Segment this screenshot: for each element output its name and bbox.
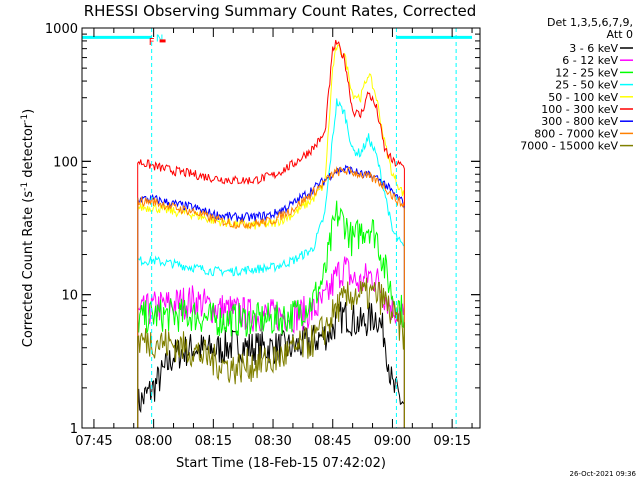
legend-label-7000-15000-kev: 7000 - 15000 keV (520, 140, 618, 153)
series-layer (137, 39, 405, 428)
series-line-800-7000-kev (137, 166, 405, 428)
legend-label-12-25-kev: 12 - 25 keV (555, 66, 618, 79)
x-tick-label: 09:15 (433, 434, 470, 449)
y-axis-label: Corrected Count Rate (s-1 detector-1) (20, 109, 36, 347)
series-line-25-50-kev (137, 98, 405, 428)
plot-frame (81, 27, 481, 429)
series-line-50-100-kev (137, 44, 405, 428)
y-tick-labels: 1 10 100 1000 (45, 22, 78, 437)
series-line-7000-15000-kev (137, 277, 405, 428)
series-line-6-12-kev (137, 256, 405, 428)
flag-label-n: N (156, 33, 163, 44)
series-line-12-25-kev (137, 200, 405, 428)
y-axis-label-end: ) (21, 109, 36, 114)
legend-label-50-100-kev: 50 - 100 keV (548, 91, 618, 104)
x-tick-label: 08:45 (314, 434, 351, 449)
x-tick-labels: 07:45 08:00 08:15 08:30 08:45 09:00 09:15 (75, 434, 471, 449)
y-axis-label-exp2: -1 (20, 114, 30, 123)
flag-layer: NF (82, 28, 473, 428)
series-line-100-300-kev (137, 39, 405, 428)
flag-label-f: F (149, 37, 155, 48)
timestamp: 26-Oct-2021 09:36 (570, 470, 637, 478)
x-tick-label: 08:15 (195, 434, 232, 449)
series-line-3-6-kev (137, 301, 405, 428)
legend-label-6-12-kev: 6 - 12 keV (562, 54, 618, 67)
y-tick-label: 100 (53, 155, 78, 170)
legend-label-100-300-kev: 100 - 300 keV (541, 103, 618, 116)
legend-header-line-1: Det 1,3,5,6,7,9, (547, 16, 633, 29)
ticks-layer (82, 27, 480, 429)
legend-label-25-50-kev: 25 - 50 keV (555, 79, 618, 92)
y-tick-label: 1000 (45, 22, 78, 37)
y-tick-label: 10 (61, 289, 78, 304)
y-tick-label: 1 (70, 422, 78, 437)
x-axis-label: Start Time (18-Feb-15 07:42:02) (176, 456, 386, 471)
x-tick-label: 09:00 (374, 434, 411, 449)
y-axis-label-main: Corrected Count Rate (s (21, 191, 36, 348)
y-axis-label-mid: detector (21, 122, 36, 182)
legend-label-3-6-kev: 3 - 6 keV (569, 42, 618, 55)
x-tick-label: 08:00 (135, 434, 172, 449)
series-line-300-800-kev (137, 164, 405, 428)
legend-label-800-7000-kev: 800 - 7000 keV (534, 127, 618, 140)
x-tick-label: 07:45 (75, 434, 112, 449)
legend-label-300-800-kev: 300 - 800 keV (541, 115, 618, 128)
y-axis-label-exp1: -1 (20, 182, 30, 191)
x-tick-label: 08:30 (254, 434, 291, 449)
legend-header-line-2: Att 0 (607, 28, 633, 41)
chart-title: RHESSI Observing Summary Count Rates, Co… (84, 2, 477, 20)
